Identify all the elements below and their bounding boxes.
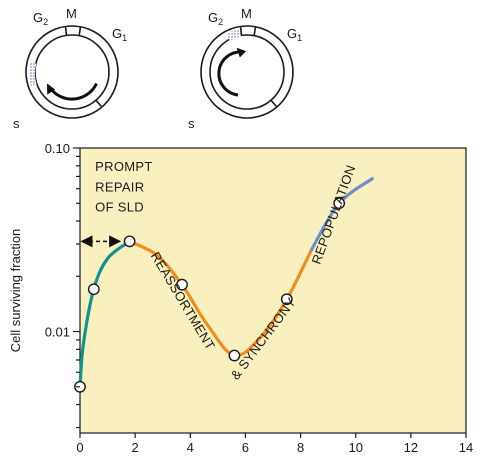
cell-cycle-diagram-2: G2 M G1 s [188,6,302,131]
data-point [228,349,241,362]
phase-divider [253,26,257,36]
m-label: M [241,6,252,21]
data-point [123,235,136,248]
phase-divider [94,99,102,107]
s-label: s [188,116,195,131]
x-tick-label: 10 [348,440,362,455]
x-tick-label: 2 [132,440,139,455]
g1-label: G1 [112,26,127,43]
data-point [87,283,100,296]
x-tick-label: 14 [459,440,473,455]
cycle-arrow [50,82,98,101]
cycle-inner-ring [34,34,110,110]
data-point [333,197,346,210]
cycle-arrowhead [47,83,56,95]
s-label: s [13,116,20,131]
cycle-outer-ring [25,25,119,119]
g1-label: G1 [287,26,302,43]
annotation-label: OF SLD [95,200,144,215]
cycle-arrowhead [236,47,247,58]
g2-label: G2 [208,10,223,27]
cycle-outer-ring [200,25,294,119]
x-tick-label: 4 [187,440,194,455]
x-tick-label: 6 [242,440,249,455]
data-point [280,293,293,306]
x-tick-label: 12 [404,440,418,455]
plot-area [79,147,467,434]
annotation-label: PROMPT [95,159,152,174]
x-tick-label: 8 [297,440,304,455]
x-tick-label: 0 [76,440,83,455]
y-tick-label: 0.01 [45,325,70,340]
g2-label: G2 [33,10,48,27]
x-axis: 0 2 4 6 8 10 12 14 [76,433,473,455]
cycle-arrow [217,50,244,97]
y-axis-label: Cell surviving fraction [8,229,23,353]
y-axis: 0.10 0.01 [45,141,80,429]
phase-divider [64,26,68,36]
m-label: M [66,6,77,21]
phase-divider [78,26,82,36]
cycle-inner-ring [209,34,285,110]
phase-divider [239,26,243,36]
stippled-s-phase [28,62,37,87]
stippled-g2-phase [226,28,242,42]
phase-divider [269,99,277,107]
y-tick-label: 0.10 [45,141,70,156]
data-point [176,278,188,291]
cell-cycle-diagram-1: G2 M G1 s [13,6,127,131]
annotation-label: REPAIR [95,179,144,194]
